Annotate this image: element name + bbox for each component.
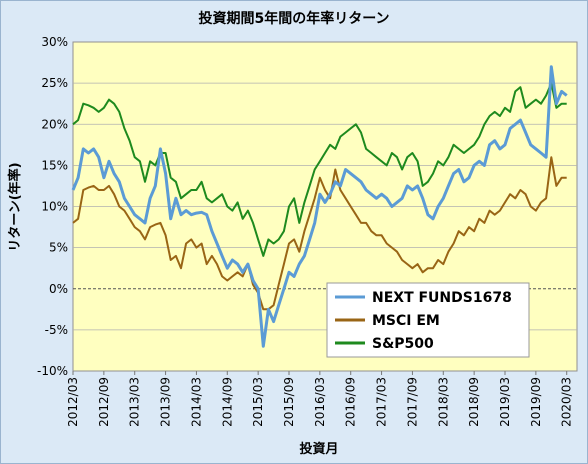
x-tick-label: 2014/03 <box>189 377 203 427</box>
x-axis-label: 投資月 <box>299 441 338 457</box>
x-tick-label: 2017/09 <box>405 377 419 427</box>
x-tick-label: 2014/09 <box>220 377 234 427</box>
y-axis-ticks: -10% -5% 0% 5% 10% 15% 20% 25% 30% <box>37 35 68 378</box>
x-tick-label: 2020/03 <box>560 377 574 427</box>
x-tick-label: 2019/03 <box>498 377 512 427</box>
series-lines <box>71 65 568 348</box>
y-tick-label: 30% <box>41 35 68 49</box>
y-tick-label: -10% <box>37 364 68 378</box>
x-tick-label: 2013/09 <box>159 377 173 427</box>
x-tick-label: 2012/09 <box>97 377 111 427</box>
x-tick-label: 2015/03 <box>251 377 265 427</box>
x-tick-label: 2015/09 <box>282 377 296 427</box>
series-line-msci-em <box>72 156 567 311</box>
y-tick-label: 20% <box>41 117 68 131</box>
x-tick-label: 2019/09 <box>529 377 543 427</box>
legend-label: S&P500 <box>372 336 434 352</box>
series-line-sp500 <box>72 82 567 257</box>
legend: NEXT FUNDS1678 MSCI EM S&P500 <box>326 282 530 358</box>
x-tick-label: 2016/03 <box>313 377 327 427</box>
y-tick-label: 10% <box>41 200 68 214</box>
y-tick-label: 0% <box>49 282 68 296</box>
x-tick-label: 2012/03 <box>66 377 80 427</box>
chart-title: 投資期間5年間の年率リターン <box>198 10 389 27</box>
y-axis-label: リターン(年率) <box>7 162 23 251</box>
x-tick-label: 2013/03 <box>128 377 142 427</box>
legend-label: MSCI EM <box>372 313 440 329</box>
x-tick-label: 2016/09 <box>344 377 358 427</box>
y-tick-label: 25% <box>41 76 68 90</box>
x-axis-ticks: 2012/03 2012/09 2013/03 2013/09 2014/03 2014/… <box>66 371 574 427</box>
series-line-next-funds <box>71 65 568 348</box>
x-tick-label: 2017/03 <box>375 377 389 427</box>
y-tick-label: 15% <box>41 158 68 172</box>
x-tick-label: 2018/09 <box>467 377 481 427</box>
y-tick-label: 5% <box>49 241 68 255</box>
legend-label: NEXT FUNDS1678 <box>372 290 512 306</box>
x-tick-label: 2018/03 <box>436 377 450 427</box>
y-tick-label: -5% <box>45 323 68 337</box>
